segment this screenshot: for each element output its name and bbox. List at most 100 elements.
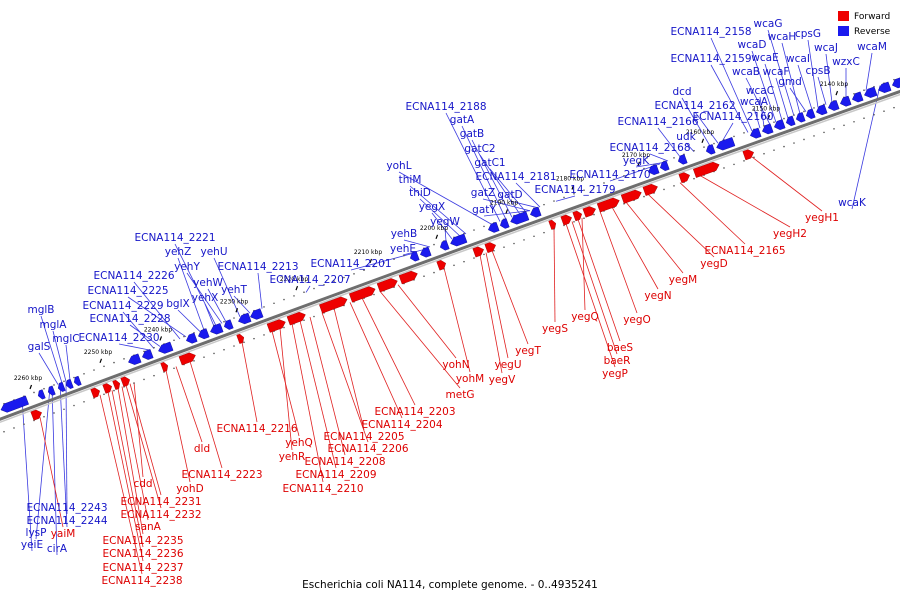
scale-tick-label: 2170 kbp <box>622 152 650 159</box>
tick-dot <box>233 345 235 347</box>
tick-dot <box>543 231 545 234</box>
label-leader-line <box>177 257 205 331</box>
reverse-gene-label: galS <box>28 341 51 353</box>
reverse-gene-label: ECNA114_2188 <box>405 101 486 113</box>
tick-dot <box>483 253 485 256</box>
label-leader-line <box>577 219 621 342</box>
tick-dot <box>573 220 575 223</box>
reverse-gene-label: ECNA114_2228 <box>89 313 170 325</box>
reverse-gene-label: ECNA114_2159 <box>670 53 751 65</box>
reverse-gene-label: wcaA <box>740 96 769 108</box>
scale-tick-mark <box>701 138 705 144</box>
tick-dot <box>723 167 725 169</box>
tick-dot <box>283 298 285 301</box>
tick-dot <box>873 113 875 116</box>
label-leader-line <box>186 272 223 324</box>
scale-tick-mark <box>29 384 33 390</box>
label-leader-line <box>825 53 833 103</box>
forward-gene-arrow <box>596 197 620 213</box>
tick-dot <box>113 361 115 364</box>
tick-dot <box>303 319 305 321</box>
label-leader-line <box>479 254 503 374</box>
gene-arrow-shape <box>816 104 828 116</box>
label-leader-line <box>52 330 67 382</box>
tick-dot <box>73 404 75 407</box>
label-leader-line <box>233 295 251 314</box>
gene-arrow-shape <box>795 112 806 123</box>
scale-tick-mark <box>835 90 839 96</box>
gene-arrow-shape <box>762 123 774 135</box>
reverse-gene-arrow <box>840 95 852 107</box>
forward-gene-label: yohD <box>176 483 203 495</box>
reverse-gene-arrow <box>805 108 816 119</box>
gene-arrow-shape <box>472 246 484 258</box>
tick-dot <box>733 163 735 166</box>
gene-arrow-shape <box>572 210 583 222</box>
forward-gene-label: baeR <box>604 355 631 367</box>
tick-dot <box>773 121 775 123</box>
tick-dot <box>423 275 425 278</box>
forward-gene-arrow <box>348 286 376 303</box>
reverse-gene-label: bglX <box>166 298 189 310</box>
tick-dot <box>473 229 475 231</box>
label-leader-line <box>509 200 539 209</box>
tick-dot <box>743 132 745 134</box>
label-leader-line <box>699 175 791 228</box>
tick-dot <box>783 145 785 148</box>
forward-gene-arrow <box>436 260 446 271</box>
reverse-gene-arrow <box>450 233 468 247</box>
label-leader-line <box>443 267 471 373</box>
label-leader-line <box>751 156 823 212</box>
tick-dot <box>693 177 695 180</box>
reverse-gene-label: ECNA114_2162 <box>654 100 735 112</box>
label-leader-line <box>647 193 715 258</box>
label-leader-line <box>797 64 813 110</box>
label-leader-line <box>40 315 63 384</box>
reverse-gene-arrow <box>659 160 670 172</box>
label-leader-line <box>38 352 59 385</box>
reverse-gene-arrow <box>158 341 174 354</box>
reverse-gene-arrow <box>73 375 82 386</box>
label-leader-line <box>482 198 531 212</box>
forward-gene-arrow <box>286 311 306 326</box>
label-leader-line <box>555 195 576 202</box>
reverse-gene-arrow <box>648 164 660 175</box>
label-leader-line <box>649 153 669 162</box>
tick-dot <box>543 203 545 206</box>
gene-arrow-shape <box>286 311 306 326</box>
tick-dot <box>383 262 385 264</box>
forward-gene-label: yegP <box>602 368 628 380</box>
gene-arrow-shape <box>716 137 736 151</box>
reverse-gene-arrow <box>816 104 828 116</box>
gene-arrow-shape <box>73 375 82 386</box>
reverse-gene-label: wcaE <box>751 52 778 64</box>
label-leader-line <box>817 76 827 105</box>
gene-arrow-shape <box>178 352 196 366</box>
reverse-gene-label: cpsB <box>805 65 830 77</box>
forward-gene-label: yegO <box>623 314 651 326</box>
tick-dot <box>813 135 815 137</box>
gene-arrow-shape <box>499 218 510 229</box>
label-leader-line <box>611 206 659 290</box>
reverse-gene-label: ECNA114_2179 <box>534 184 615 196</box>
reverse-gene-label: ECNA114_2230 <box>78 332 159 344</box>
reverse-gene-arrow <box>510 211 530 225</box>
reverse-gene-label: ECNA114_2243 <box>26 502 107 514</box>
gene-arrow-shape <box>774 119 786 130</box>
gene-arrow-shape <box>648 164 660 175</box>
tick-dot <box>623 174 625 177</box>
gene-arrow-shape <box>236 333 245 344</box>
label-leader-line <box>483 210 531 217</box>
gene-arrow-shape <box>840 95 852 107</box>
gene-arrow-shape <box>484 242 496 254</box>
forward-gene-label: ECNA114_2210 <box>282 483 363 495</box>
tick-dot <box>133 382 135 384</box>
forward-gene-arrow <box>472 246 484 258</box>
scale-tick-label: 2200 kbp <box>420 225 448 232</box>
reverse-gene-arrow <box>828 100 840 111</box>
label-leader-line <box>65 344 71 381</box>
reverse-gene-label: wcaK <box>838 197 867 209</box>
gene-arrow-shape <box>548 219 557 230</box>
